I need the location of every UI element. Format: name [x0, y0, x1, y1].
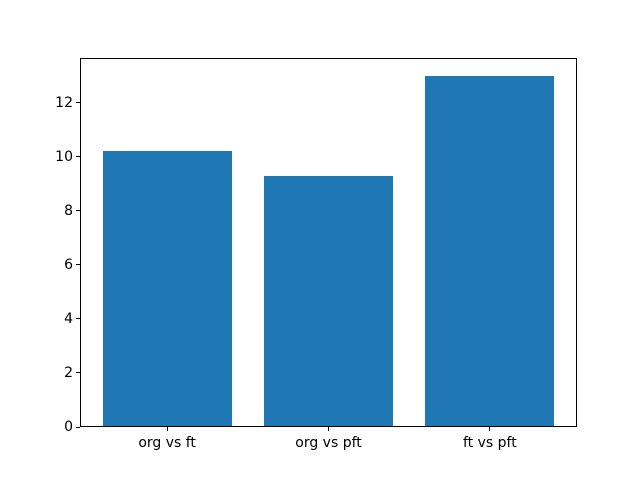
y-tick-label: 12 — [55, 94, 73, 111]
y-tick-label: 8 — [64, 202, 73, 219]
y-tick-mark — [76, 156, 80, 158]
y-tick-label: 6 — [64, 256, 73, 273]
y-tick-label: 4 — [64, 310, 73, 327]
y-tick-label: 10 — [55, 148, 73, 165]
y-tick-mark — [76, 264, 80, 266]
x-tick-mark — [166, 427, 168, 431]
x-tick-label: org vs pft — [295, 435, 362, 451]
bar — [102, 151, 232, 427]
plot-area — [80, 58, 577, 427]
bar — [263, 175, 394, 427]
x-tick-label: org vs ft — [138, 435, 196, 451]
x-tick-mark — [489, 427, 491, 431]
y-tick-mark — [76, 426, 80, 428]
y-tick-mark — [76, 318, 80, 320]
y-tick-mark — [76, 210, 80, 212]
y-tick-label: 2 — [64, 364, 73, 381]
x-tick-mark — [328, 427, 329, 431]
bar — [425, 75, 555, 427]
x-tick-label: ft vs pft — [463, 435, 517, 451]
y-tick-label: 0 — [64, 419, 73, 435]
y-tick-mark — [76, 372, 80, 374]
y-tick-mark — [76, 102, 80, 104]
